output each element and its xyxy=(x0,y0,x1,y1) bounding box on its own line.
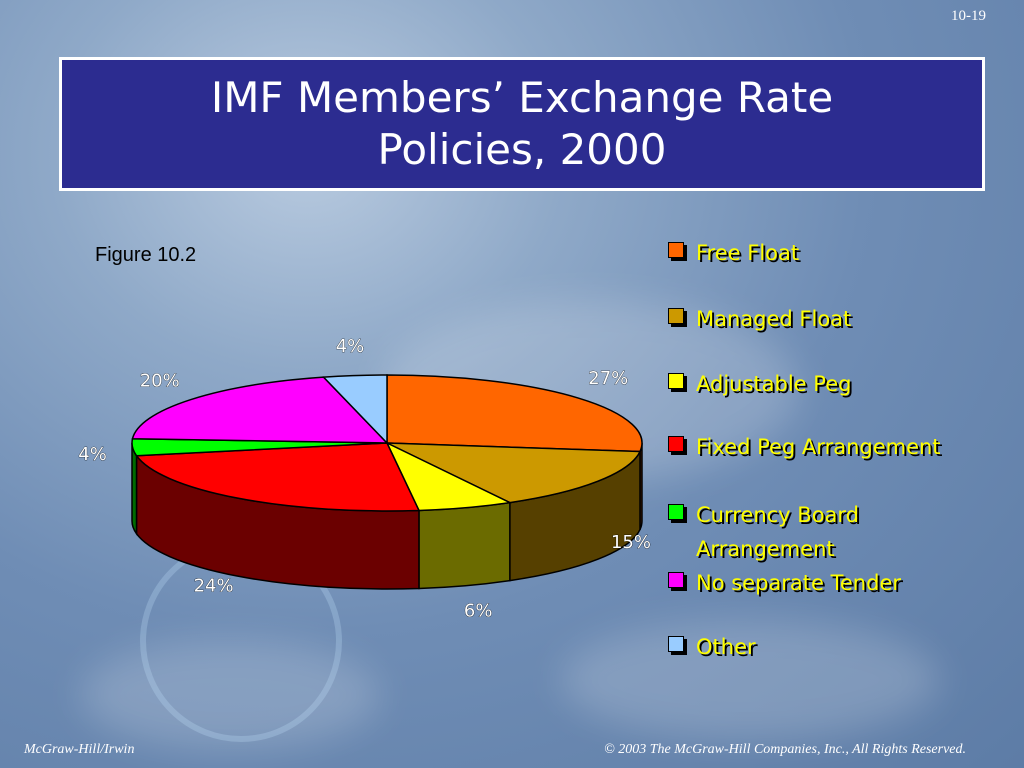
pie-slice-other xyxy=(321,374,388,445)
data-label-other: 4% xyxy=(336,336,365,357)
legend-swatch xyxy=(668,504,684,520)
legend-item: Currency Board Arrangement xyxy=(668,498,946,566)
data-label-currency-board-arrangement: 4% xyxy=(78,444,107,465)
legend-item: Adjustable Peg xyxy=(668,367,946,401)
background-cloud xyxy=(560,620,940,740)
data-label-no-separate-tender: 20% xyxy=(140,371,180,392)
legend-label: No separate Tender xyxy=(696,571,901,595)
data-label-fixed-peg-arrangement: 24% xyxy=(194,575,234,596)
legend-label: Currency Board Arrangement xyxy=(696,503,860,561)
title-box: IMF Members’ Exchange Rate Policies, 200… xyxy=(59,57,985,191)
figure-label: Figure 10.2 xyxy=(95,244,197,266)
legend-item: Fixed Peg Arrangement xyxy=(668,430,946,464)
legend-swatch xyxy=(668,436,684,452)
title-line-1: IMF Members’ Exchange Rate xyxy=(210,73,834,122)
legend-swatch xyxy=(668,572,684,588)
pie-side-adjustable-peg xyxy=(418,501,511,590)
data-label-managed-float: 15% xyxy=(611,532,651,553)
pie-slice-no-separate-tender xyxy=(131,376,389,444)
page-number: 10-19 xyxy=(951,8,986,24)
legend-label: Other xyxy=(696,635,756,659)
title-line-2: Policies, 2000 xyxy=(377,125,667,174)
legend-item: No separate Tender xyxy=(668,566,946,600)
legend-label: Free Float xyxy=(696,241,800,265)
footer-publisher: McGraw-Hill/Irwin xyxy=(24,742,135,757)
pie-side-currency-board-arrangement xyxy=(131,442,138,537)
legend-swatch xyxy=(668,636,684,652)
legend-label: Managed Float xyxy=(696,307,852,331)
pie-slice-fixed-peg-arrangement xyxy=(135,442,421,512)
data-label-adjustable-peg: 6% xyxy=(464,600,493,621)
legend-swatch xyxy=(668,308,684,324)
legend-item: Managed Float xyxy=(668,302,946,336)
legend-item: Other xyxy=(668,630,946,664)
legend-swatch xyxy=(668,373,684,389)
data-label-free-float: 27% xyxy=(588,368,628,389)
footer-copyright: © 2003 The McGraw-Hill Companies, Inc., … xyxy=(604,742,966,757)
legend-label: Adjustable Peg xyxy=(696,372,852,396)
legend-item: Free Float xyxy=(668,236,946,270)
legend-swatch xyxy=(668,242,684,258)
pie-slice-managed-float xyxy=(386,442,642,504)
legend-label: Fixed Peg Arrangement xyxy=(696,435,941,459)
pie-slice-free-float xyxy=(386,374,643,453)
